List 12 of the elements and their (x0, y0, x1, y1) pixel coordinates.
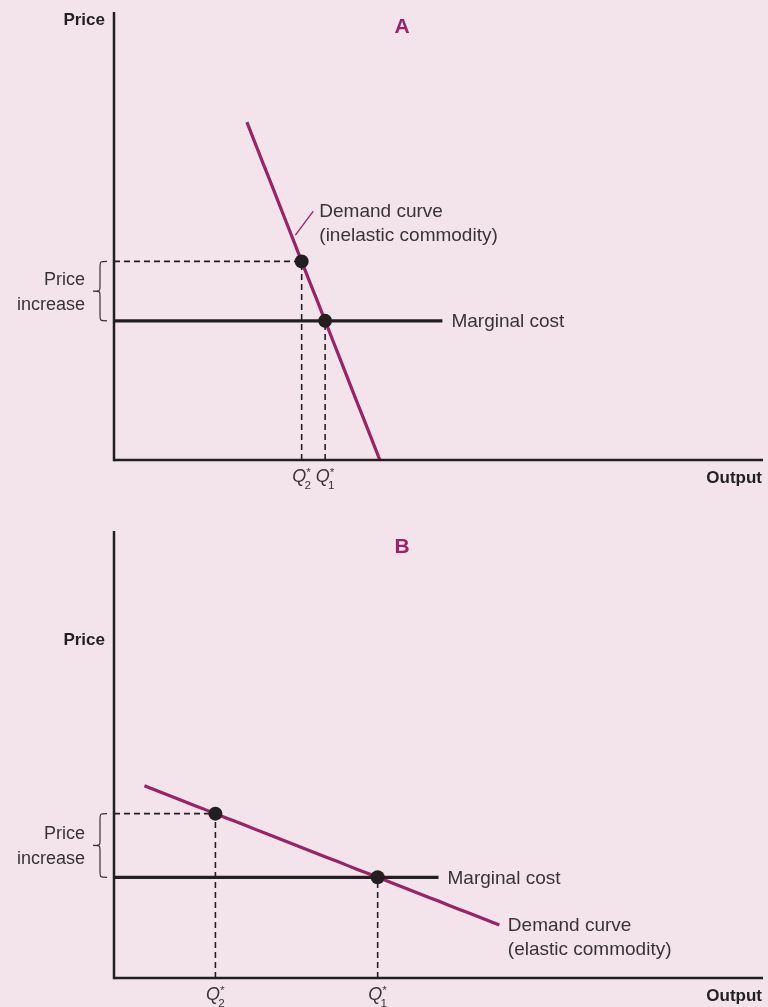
text: Price increase (16, 269, 85, 315)
series-label: Marginal cost (447, 866, 562, 888)
text: Price increase (16, 823, 85, 869)
series-label: Marginal cost (451, 310, 566, 332)
chart-title: B (394, 534, 410, 557)
y-axis-title: Price (63, 630, 105, 649)
y-axis-title: Price (63, 10, 105, 29)
chart-title: A (394, 14, 410, 37)
legend-label: Demand curve (inelastic commodity) (319, 200, 498, 246)
series-label: Demand curve (elastic commodity) (507, 914, 672, 960)
x-axis-title: Output (706, 986, 763, 1005)
x-axis-title: Output (706, 468, 763, 487)
